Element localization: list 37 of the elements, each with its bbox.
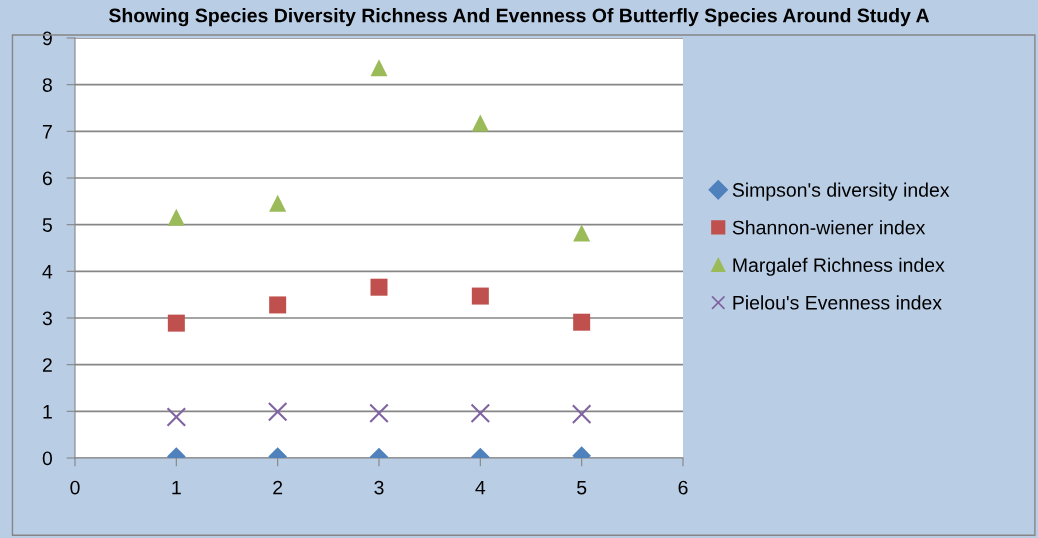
point	[370, 278, 388, 296]
legend-label: Shannon-wiener index	[732, 220, 926, 235]
legend-label: Simpson's diversity index	[732, 182, 950, 201]
point	[267, 401, 288, 422]
y-tick-label: 4	[42, 265, 53, 279]
y-tick-label: 6	[42, 171, 52, 186]
point	[167, 314, 185, 332]
point	[166, 407, 187, 427]
legend-label: Pielou's Evenness index	[733, 295, 942, 310]
point	[369, 403, 389, 424]
y-tick-label: 3	[42, 311, 52, 326]
point	[269, 194, 287, 212]
legend-label: Margalef Richness index	[733, 257, 945, 276]
point	[269, 296, 287, 314]
x-tick-label: 1	[172, 480, 181, 495]
x-tick-label: 0	[70, 480, 80, 495]
point	[167, 208, 185, 226]
x-tick-label: 3	[374, 480, 384, 495]
x-tick-label: 2	[273, 480, 283, 495]
point	[573, 313, 591, 331]
y-tick-label: 7	[42, 125, 52, 139]
x-tick-label: 6	[678, 480, 688, 495]
y-tick-label: 8	[42, 78, 52, 92]
chart-title: Showing Species Diversity Richness And Evenness Of Butterfly Species Around Study A	[109, 8, 930, 27]
x-tick-label: 4	[475, 480, 486, 495]
point	[471, 114, 489, 132]
point	[571, 404, 592, 424]
y-tick-label: 0	[42, 451, 53, 466]
point	[370, 59, 388, 77]
y-tick-label: 2	[42, 358, 52, 372]
y-tick-label: 5	[42, 218, 52, 232]
point	[470, 403, 491, 424]
y-tick-label: 9	[42, 31, 52, 46]
point	[573, 224, 591, 242]
point	[471, 287, 489, 305]
y-tick-label: 1	[43, 405, 52, 419]
x-tick-label: 5	[577, 480, 587, 495]
